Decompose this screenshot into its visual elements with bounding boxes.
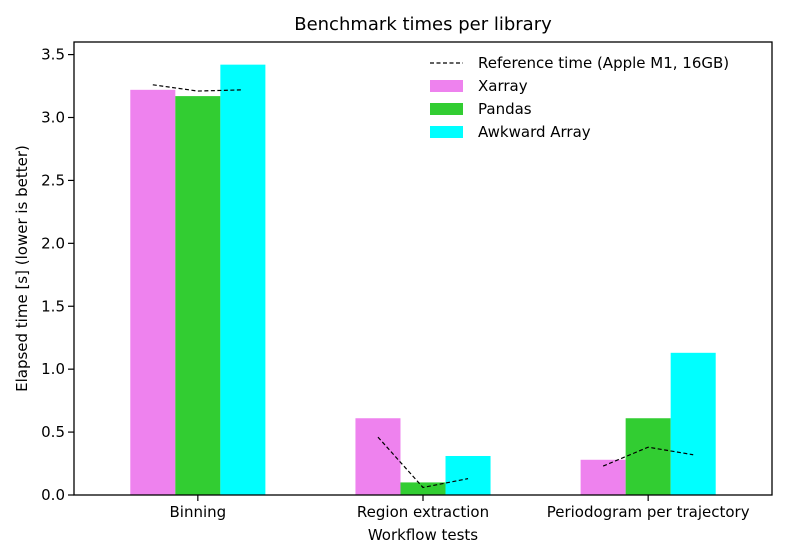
legend-label-pandas: Pandas <box>478 100 532 118</box>
x-tick-label-2: Periodogram per trajectory <box>547 503 750 521</box>
legend-swatch-awkward-array <box>430 126 463 138</box>
legend-label-xarray: Xarray <box>478 77 528 95</box>
y-tick-label-7: 3.5 <box>41 46 65 64</box>
x-tick-label-1: Region extraction <box>357 503 489 521</box>
y-tick-label-6: 3.0 <box>41 109 65 127</box>
legend-swatch-pandas <box>430 103 463 115</box>
reference-line-1 <box>377 436 469 489</box>
y-tick-label-0: 0.0 <box>41 486 65 504</box>
y-tick-label-2: 1.0 <box>41 360 65 378</box>
bars-layer <box>130 64 716 496</box>
y-tick-label-5: 2.5 <box>41 171 65 189</box>
bar-awkward-array-2 <box>670 352 716 495</box>
bar-pandas-2 <box>625 418 671 495</box>
y-tick-label-3: 1.5 <box>41 297 65 315</box>
bar-xarray-1 <box>355 418 401 495</box>
legend-label-awkward-array: Awkward Array <box>478 123 591 141</box>
x-tick-label-0: Binning <box>170 503 227 521</box>
x-axis: Binning Region extraction Periodogram per … <box>170 495 750 521</box>
bar-xarray-2 <box>580 459 626 495</box>
bar-awkward-array-1 <box>445 455 491 495</box>
reference-lines-layer <box>152 84 694 489</box>
bar-xarray-0 <box>130 89 176 496</box>
reference-line-0 <box>152 84 243 92</box>
reference-line-2 <box>602 446 694 467</box>
legend-label-reference: Reference time (Apple M1, 16GB) <box>478 54 729 72</box>
chart-title: Benchmark times per library <box>294 14 552 35</box>
y-tick-label-4: 2.0 <box>41 234 65 252</box>
y-tick-label-1: 0.5 <box>41 423 65 441</box>
y-axis: 0.0 0.5 1.0 1.5 2.0 2.5 3.0 3.5 <box>41 46 74 504</box>
bar-awkward-array-0 <box>220 64 266 496</box>
bar-pandas-0 <box>175 96 221 495</box>
x-axis-label: Workflow tests <box>368 526 478 544</box>
y-axis-label: Elapsed time [s] (lower is better) <box>13 145 31 392</box>
bar-pandas-1 <box>400 482 446 495</box>
legend: Reference time (Apple M1, 16GB) Xarray Pan… <box>430 54 729 141</box>
legend-swatch-xarray <box>430 80 463 92</box>
